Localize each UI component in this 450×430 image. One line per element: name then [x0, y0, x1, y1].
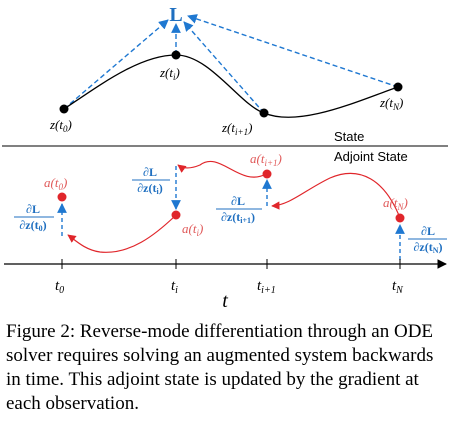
state-point-ti1: [259, 108, 269, 118]
dashed-arrow-tN-to-loss: [187, 14, 399, 88]
state-label-ti1: z(ti+1): [221, 120, 252, 137]
state-point-ti: [171, 50, 181, 60]
time-axis-label: t: [222, 290, 228, 310]
adjoint-section-label: Adjoint State: [334, 149, 408, 164]
gradient-label-ti: ∂L ∂z(ti): [132, 165, 170, 196]
state-section-label: State: [334, 129, 364, 144]
adjoint-curve-ti1-to-ti: [177, 160, 267, 178]
gradient-label-tN: ∂L ∂z(tN): [408, 224, 447, 255]
state-point-tN: [393, 82, 403, 92]
adjoint-point-t0: [57, 192, 67, 202]
state-points: [59, 50, 403, 118]
svg-text:∂L: ∂L: [143, 165, 157, 179]
adjoint-point-ti1: [262, 169, 272, 179]
tick-label-ti: ti: [171, 278, 178, 296]
tick-label-ti1: ti+1: [257, 278, 276, 296]
adjoint-trajectory: [67, 160, 401, 253]
gradient-jump-arrows: [57, 166, 405, 260]
adjoint-label-ti: a(ti): [182, 221, 203, 238]
state-label-ti: z(ti): [159, 65, 180, 82]
gradient-label-ti1: ∂L ∂z(ti+1): [216, 194, 262, 225]
tick-label-t0: t0: [55, 278, 64, 296]
tick-label-tN: tN: [392, 278, 404, 296]
adjoint-point-ti: [171, 210, 181, 220]
svg-text:∂L: ∂L: [231, 194, 245, 208]
svg-text:∂z(t0): ∂z(t0): [19, 218, 46, 233]
loss-dashed-arrows: [63, 14, 399, 114]
dashed-arrow-t0-to-loss: [63, 19, 169, 110]
svg-text:∂z(ti): ∂z(ti): [137, 181, 162, 196]
adjoint-curve-ti-to-t0: [67, 215, 176, 253]
state-label-tN: z(tN): [379, 95, 403, 112]
adjoint-label-t0: a(t0): [44, 175, 67, 192]
svg-text:∂z(ti+1): ∂z(ti+1): [221, 210, 255, 225]
state-label-t0: z(t0): [49, 117, 72, 134]
dashed-arrow-ti1-to-loss: [183, 21, 265, 114]
time-ticks: [61, 259, 401, 269]
svg-text:∂L: ∂L: [26, 202, 40, 216]
state-trajectory-curve: [63, 54, 399, 118]
loss-label: L: [169, 4, 182, 26]
svg-text:∂z(tN): ∂z(tN): [413, 240, 442, 255]
adjoint-point-tN: [395, 213, 405, 223]
adjoint-curve-tN-to-ti1: [271, 172, 401, 219]
svg-text:∂L: ∂L: [421, 224, 435, 238]
state-point-t0: [59, 104, 69, 114]
adjoint-label-ti1: a(ti+1): [250, 151, 282, 168]
adjoint-method-figure: L z(t0) z(ti) z(ti+1) z(tN) State Adjoin…: [2, 4, 448, 310]
adjoint-points: [57, 169, 405, 223]
adjoint-label-tN: a(tN): [383, 195, 408, 212]
figure-caption: Figure 2: Reverse-mode differentiation t…: [6, 321, 434, 414]
gradient-label-t0: ∂L ∂z(t0): [14, 202, 54, 233]
